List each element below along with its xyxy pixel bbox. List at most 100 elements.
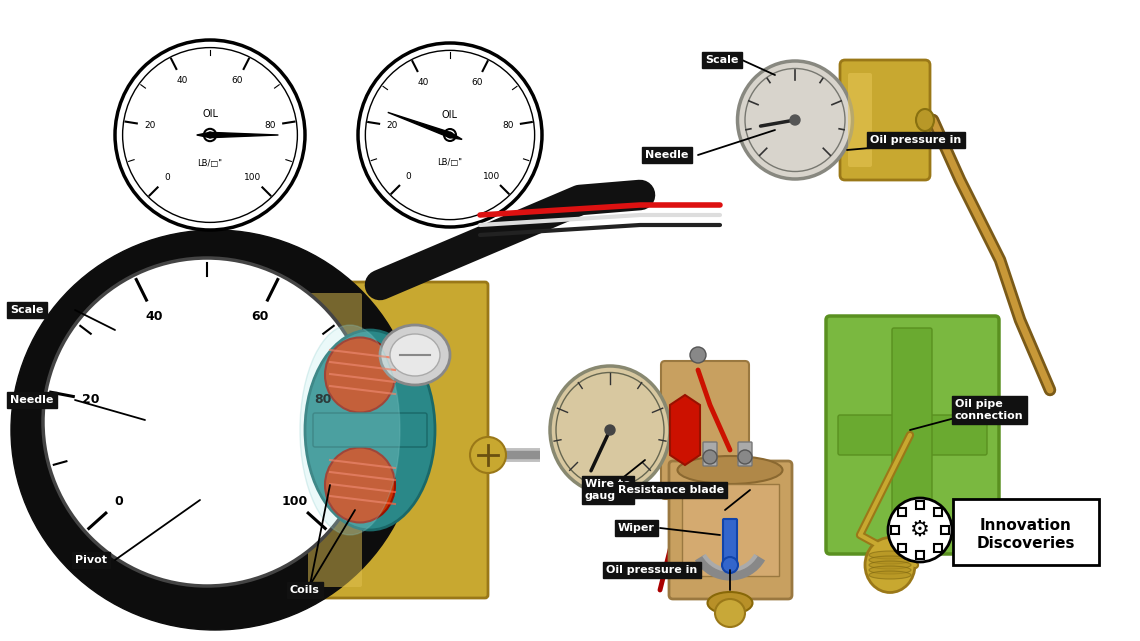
FancyBboxPatch shape xyxy=(838,415,987,455)
FancyBboxPatch shape xyxy=(308,293,363,587)
FancyBboxPatch shape xyxy=(661,361,749,499)
Ellipse shape xyxy=(708,592,752,614)
FancyBboxPatch shape xyxy=(669,461,792,599)
FancyBboxPatch shape xyxy=(934,508,942,516)
Text: Resistance blade: Resistance blade xyxy=(618,485,724,495)
Text: OIL: OIL xyxy=(202,109,218,119)
FancyBboxPatch shape xyxy=(848,73,872,167)
Ellipse shape xyxy=(869,556,911,564)
Ellipse shape xyxy=(677,456,782,484)
Text: 100: 100 xyxy=(282,494,308,508)
Ellipse shape xyxy=(380,325,450,385)
Text: 40: 40 xyxy=(177,76,188,85)
Text: 80: 80 xyxy=(503,121,514,130)
Circle shape xyxy=(470,437,506,473)
Text: 20: 20 xyxy=(145,121,156,130)
Circle shape xyxy=(790,115,800,125)
Text: Innovation: Innovation xyxy=(980,519,1072,533)
Text: LB/□": LB/□" xyxy=(438,158,463,167)
Text: 60: 60 xyxy=(231,76,243,85)
Ellipse shape xyxy=(306,330,435,530)
FancyBboxPatch shape xyxy=(682,484,779,576)
Circle shape xyxy=(204,129,217,141)
FancyBboxPatch shape xyxy=(703,442,717,466)
Text: 0: 0 xyxy=(406,172,412,181)
Polygon shape xyxy=(388,112,462,139)
Ellipse shape xyxy=(869,571,911,579)
Ellipse shape xyxy=(556,372,663,488)
FancyBboxPatch shape xyxy=(840,60,930,180)
Text: Scale: Scale xyxy=(10,305,43,315)
Circle shape xyxy=(43,258,371,586)
Text: Wire to
gauge: Wire to gauge xyxy=(585,479,630,501)
Polygon shape xyxy=(196,325,275,438)
Text: 80: 80 xyxy=(264,121,276,130)
Text: 60: 60 xyxy=(251,310,268,322)
Ellipse shape xyxy=(869,551,911,559)
Ellipse shape xyxy=(325,447,394,522)
FancyBboxPatch shape xyxy=(934,544,942,552)
Ellipse shape xyxy=(549,366,670,494)
Text: Needle: Needle xyxy=(10,395,54,405)
Circle shape xyxy=(365,51,535,220)
FancyBboxPatch shape xyxy=(738,442,752,466)
FancyBboxPatch shape xyxy=(898,544,906,552)
FancyBboxPatch shape xyxy=(891,328,933,542)
Circle shape xyxy=(115,40,306,230)
FancyBboxPatch shape xyxy=(940,526,948,534)
Ellipse shape xyxy=(865,538,915,592)
Text: Coils: Coils xyxy=(290,585,320,595)
Circle shape xyxy=(738,450,752,464)
Ellipse shape xyxy=(715,599,746,627)
Text: Oil pressure in: Oil pressure in xyxy=(606,565,698,575)
Polygon shape xyxy=(670,395,700,465)
Circle shape xyxy=(690,347,706,363)
FancyBboxPatch shape xyxy=(953,499,1099,565)
Circle shape xyxy=(123,47,298,222)
Ellipse shape xyxy=(746,69,845,172)
Circle shape xyxy=(888,498,952,562)
Text: LB/□": LB/□" xyxy=(197,159,222,168)
Circle shape xyxy=(358,43,542,227)
Text: 100: 100 xyxy=(244,174,261,183)
Text: 60: 60 xyxy=(471,78,482,87)
FancyBboxPatch shape xyxy=(826,316,999,554)
FancyBboxPatch shape xyxy=(917,551,925,559)
Ellipse shape xyxy=(917,109,934,131)
FancyBboxPatch shape xyxy=(723,519,736,566)
FancyBboxPatch shape xyxy=(314,413,428,447)
Ellipse shape xyxy=(325,338,394,413)
Text: Scale: Scale xyxy=(705,55,739,65)
Circle shape xyxy=(447,132,453,138)
Text: 20: 20 xyxy=(82,394,100,406)
Text: Oil pipe
connection: Oil pipe connection xyxy=(955,399,1024,420)
Text: Oil pressure in: Oil pressure in xyxy=(870,135,961,145)
Circle shape xyxy=(443,129,456,141)
Ellipse shape xyxy=(869,566,911,574)
FancyBboxPatch shape xyxy=(898,508,906,516)
Ellipse shape xyxy=(738,61,853,179)
FancyBboxPatch shape xyxy=(917,501,925,509)
Polygon shape xyxy=(190,365,287,433)
Text: 0: 0 xyxy=(115,494,123,508)
Ellipse shape xyxy=(869,561,911,569)
Text: 40: 40 xyxy=(146,310,163,322)
Text: 20: 20 xyxy=(386,121,398,130)
Text: 40: 40 xyxy=(417,78,429,87)
Ellipse shape xyxy=(390,334,440,376)
Text: Wiper: Wiper xyxy=(618,523,654,533)
Ellipse shape xyxy=(11,230,420,630)
Circle shape xyxy=(207,132,213,138)
Text: Needle: Needle xyxy=(645,150,689,160)
Text: OIL: OIL xyxy=(442,110,458,120)
Circle shape xyxy=(722,557,738,573)
Text: Pivot: Pivot xyxy=(75,555,107,565)
FancyBboxPatch shape xyxy=(891,526,899,534)
Text: ⚙: ⚙ xyxy=(910,520,930,540)
Text: Discoveries: Discoveries xyxy=(977,537,1075,551)
Polygon shape xyxy=(197,132,278,138)
Text: 80: 80 xyxy=(315,394,332,406)
FancyBboxPatch shape xyxy=(298,282,488,598)
Ellipse shape xyxy=(300,325,400,535)
Circle shape xyxy=(605,425,614,435)
